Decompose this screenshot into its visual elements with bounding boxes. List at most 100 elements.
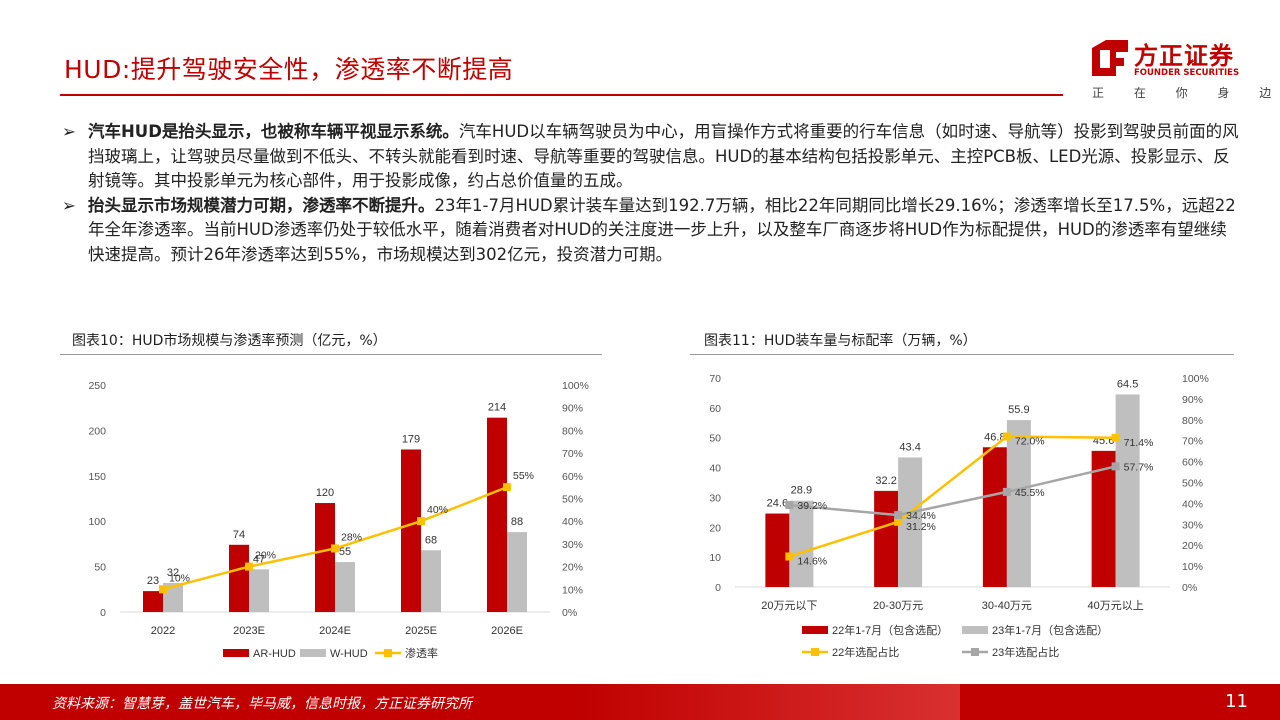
chart2-line-point xyxy=(1002,432,1011,441)
chart2-line-point xyxy=(894,517,903,526)
chart1-x-tick: 2026E xyxy=(491,625,523,637)
chart1-bar-label: 88 xyxy=(511,516,523,528)
chart1-y2-tick: 50% xyxy=(562,494,583,506)
chart2-x-tick: 20万元以下 xyxy=(761,600,817,612)
bullet-item: ➢ 抬头显示市场规模潜力可期，渗透率不断提升。23年1-7月HUD累计装车量达到1… xyxy=(62,194,1242,268)
chart1-bar-label: 214 xyxy=(488,402,506,414)
chart1-x-tick: 2023E xyxy=(233,625,265,637)
logo-tagline: 正 在 你 身 边 xyxy=(1092,86,1280,100)
chart2-y-tick: 20 xyxy=(709,522,721,534)
chart2-line-label: 57.7% xyxy=(1124,461,1154,473)
chart1-line-label: 28% xyxy=(341,531,362,543)
chart1-line-point xyxy=(503,483,511,492)
chart2-y2-tick: 10% xyxy=(1182,561,1203,573)
chart2-bar xyxy=(1115,394,1140,587)
chart2-line xyxy=(789,465,1116,517)
chart1-bar xyxy=(487,417,507,612)
arrow-bullet-icon: ➢ xyxy=(62,122,76,141)
chart2-line-label: 71.4% xyxy=(1124,437,1154,449)
chart2-y-tick: 30 xyxy=(709,492,721,504)
chart2-installations: 0 10 20 30 40 50 60 70 0% 10% 20% 30% 40% 50% 60% 70% 80… xyxy=(709,373,1209,659)
chart1-legend-label: W-HUD xyxy=(330,648,368,660)
bullet-list: ➢ 汽车HUD是抬头显示，也被称车辆平视显示系统。汽车HUD以车辆驾驶员为中心，用… xyxy=(62,120,1242,267)
chart2-y2-tick: 60% xyxy=(1182,457,1203,469)
chart2-legend-label: 22年1-7月（包含选配） xyxy=(832,623,948,637)
chart2-y2-tick: 40% xyxy=(1182,498,1203,510)
chart1-legend-swatch xyxy=(223,649,249,657)
founder-logo-icon xyxy=(1092,40,1128,76)
page-title: HUD:提升驾驶安全性，渗透率不断提高 xyxy=(64,55,514,84)
chart2-y-tick: 40 xyxy=(709,463,721,475)
chart2-bar-label: 55.9 xyxy=(1008,404,1029,416)
chart1-bar xyxy=(143,591,163,612)
chart1-y2-tick: 70% xyxy=(562,448,583,460)
chart2-y2-tick: 0% xyxy=(1182,582,1197,594)
chart1-bar xyxy=(335,562,355,612)
chart1-x-tick: 2025E xyxy=(405,625,437,637)
chart1-y2-tick: 40% xyxy=(562,516,583,528)
logo-english-text: FOUNDER SECURITIES xyxy=(1134,68,1240,78)
chart1-line-label: 55% xyxy=(513,470,534,482)
chart1-y-tick: 250 xyxy=(88,380,106,392)
chart2-y2-tick: 70% xyxy=(1182,436,1203,448)
chart2-line-point xyxy=(785,552,794,561)
chart1-bar-label: 120 xyxy=(316,487,334,499)
chart1-bar xyxy=(421,550,441,612)
chart2-bar xyxy=(789,500,814,587)
chart2-bar-label: 28.9 xyxy=(791,485,812,497)
chart2-legend-label: 22年选配占比 xyxy=(832,645,899,659)
chart1-y2-tick: 20% xyxy=(562,562,583,574)
chart2-title: 图表11：HUD装车量与标配率（万辆，%） xyxy=(704,333,977,349)
chart1-x-tick: 2024E xyxy=(319,625,351,637)
chart1-title-rule xyxy=(60,354,602,355)
chart2-legend-label: 23年选配占比 xyxy=(992,645,1059,659)
chart2-y2-tick: 30% xyxy=(1182,519,1203,531)
chart1-y2-tick: 80% xyxy=(562,425,583,437)
chart1-y2-tick: 0% xyxy=(562,607,577,619)
chart2-y-tick: 10 xyxy=(709,552,721,564)
chart1-bar xyxy=(507,532,527,612)
bullet-body: 汽车HUD以车辆驾驶员为中心，用盲操作方式将重要的行车信息（如时速、导航等）投影… xyxy=(88,122,1239,190)
chart1-legend-label: AR-HUD xyxy=(253,648,296,660)
chart2-line-label: 31.2% xyxy=(906,521,936,533)
chart2-y2-tick: 80% xyxy=(1182,415,1203,427)
chart2-y-tick: 50 xyxy=(709,433,721,445)
page-number: 11 xyxy=(1225,691,1248,712)
chart1-y2-tick: 90% xyxy=(562,403,583,415)
chart2-x-tick: 30-40万元 xyxy=(982,600,1032,612)
chart2-y2-tick: 90% xyxy=(1182,394,1203,406)
chart2-line-label: 45.5% xyxy=(1015,487,1045,499)
chart1-legend-label: 渗透率 xyxy=(405,646,438,660)
bullet-item: ➢ 汽车HUD是抬头显示，也被称车辆平视显示系统。汽车HUD以车辆驾驶员为中心，用… xyxy=(62,120,1242,194)
chart1-legend-swatch xyxy=(384,649,392,657)
footer-gradient xyxy=(0,684,960,720)
logo-text: 方正证券 xyxy=(1134,42,1234,70)
chart1-bar xyxy=(249,569,269,612)
chart1-y-tick: 100 xyxy=(88,516,106,528)
chart1-y-tick: 0 xyxy=(100,607,106,619)
chart2-y-tick: 60 xyxy=(709,403,721,415)
chart2-y-tick: 0 xyxy=(715,582,721,594)
chart2-line-point xyxy=(785,501,794,510)
bullet-lead: 抬头显示市场规模潜力可期，渗透率不断提升。 xyxy=(88,195,435,215)
chart2-line-point xyxy=(894,511,903,520)
chart2-bar xyxy=(1091,450,1116,587)
chart2-bar xyxy=(982,447,1007,587)
chart1-line-point xyxy=(159,585,167,594)
chart2-y2-tick: 100% xyxy=(1182,373,1209,385)
chart2-bar xyxy=(874,490,899,587)
chart1-bar xyxy=(401,449,421,612)
chart2-line xyxy=(788,435,1116,558)
chart2-line-point xyxy=(1002,487,1011,496)
chart2-bar-label: 32.2 xyxy=(875,475,896,487)
source-note: 资料来源：智慧芽，盖世汽车，毕马威，信息时报，方正证券研究所 xyxy=(52,696,472,712)
chart1-x-tick: 2022 xyxy=(151,625,175,637)
chart1-line-point xyxy=(245,562,253,571)
chart1-bar xyxy=(315,503,335,612)
chart1-line-label: 10% xyxy=(169,572,190,584)
chart2-line-label: 34.4% xyxy=(906,510,936,522)
footer-bar: 资料来源：智慧芽，盖世汽车，毕马威，信息时报，方正证券研究所 11 xyxy=(0,684,1280,720)
chart2-legend-label: 23年1-7月（包含选配） xyxy=(992,623,1108,637)
chart2-bar-label: 24.6 xyxy=(767,498,788,510)
chart1-legend-swatch xyxy=(300,649,326,657)
